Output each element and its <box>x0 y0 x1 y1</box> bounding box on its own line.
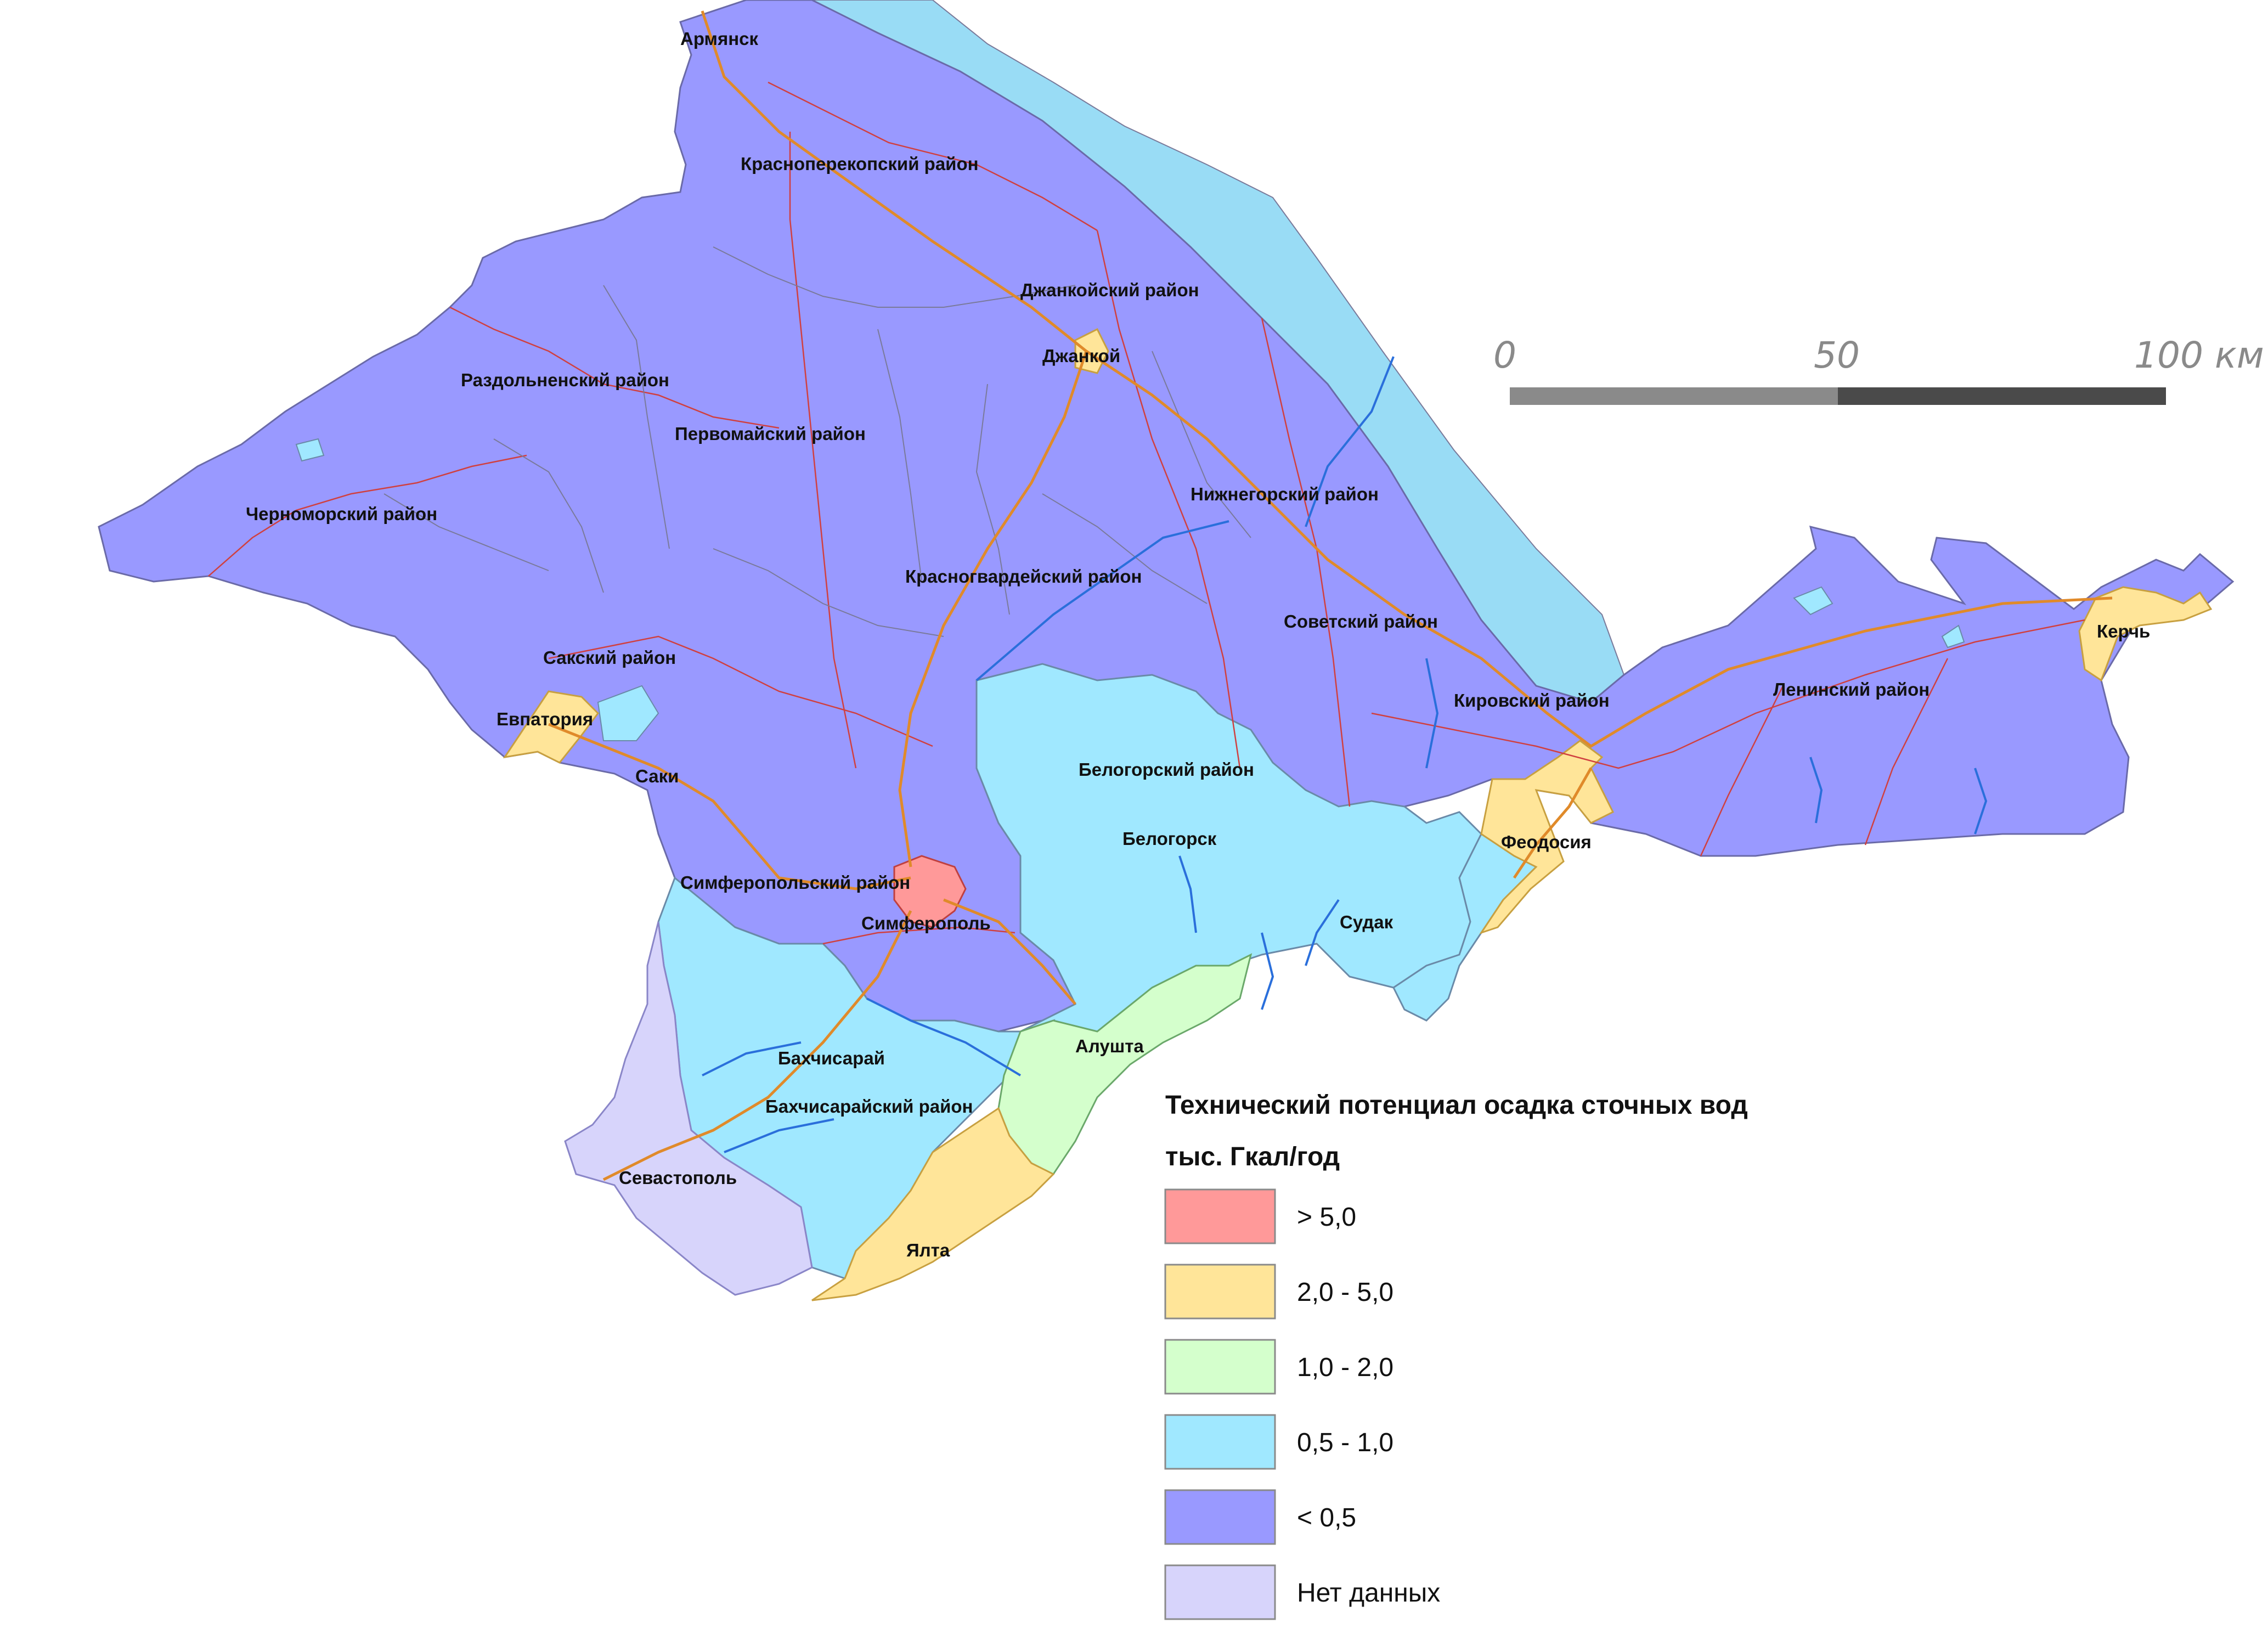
kerch-yellow-zone <box>2078 586 2213 682</box>
label-dzhankoysky: Джанкойский район <box>1020 280 1199 300</box>
scale-bar-segment-2 <box>1838 387 2166 405</box>
legend: Технический потенциал осадка сточных вод… <box>1164 1091 1748 1620</box>
legend-swatch <box>1164 1564 1276 1620</box>
label-saksky: Сакский район <box>543 647 676 668</box>
place-labels: Армянск Красноперекопский район Джанкойс… <box>246 29 2150 1260</box>
label-nizhnegorsky: Нижнегорский район <box>1191 484 1379 504</box>
district-borders <box>208 81 2085 945</box>
label-armyansk: Армянск <box>680 29 759 49</box>
label-krasnogvardeysky: Красногвардейский район <box>905 566 1142 587</box>
scale-bar: 0 50 100 км <box>1493 334 2264 405</box>
label-sovetsky: Советский район <box>1284 611 1438 632</box>
legend-label: < 0,5 <box>1297 1503 1356 1532</box>
legend-swatch <box>1164 1264 1276 1320</box>
legend-label: 2,0 - 5,0 <box>1297 1278 1393 1307</box>
label-krasnoperekopsky: Красноперекопский район <box>741 154 979 174</box>
main-roads <box>548 10 2113 1181</box>
label-bakhchisaray: Бахчисарай <box>778 1048 885 1068</box>
scale-label-0: 0 <box>1493 334 1516 376</box>
legend-title: Технический потенциал осадка сточных вод <box>1165 1091 1748 1120</box>
kerch-lake-2 <box>1941 624 1965 649</box>
label-sudak: Судак <box>1340 912 1393 932</box>
label-bakhchisaraysky: Бахчисарайский район <box>765 1096 973 1117</box>
label-yalta: Ялта <box>906 1240 950 1260</box>
legend-label: > 5,0 <box>1297 1203 1356 1232</box>
yalta-yellow-zone <box>811 1107 1055 1301</box>
rivers <box>702 356 1988 1153</box>
label-evpatoria: Евпатория <box>497 709 593 729</box>
label-saki: Саки <box>635 766 679 786</box>
label-sevastopol: Севастополь <box>619 1168 737 1188</box>
label-kerch: Керчь <box>2097 621 2150 641</box>
label-dzhankoy: Джанкой <box>1042 346 1120 366</box>
label-feodosia: Феодосия <box>1501 832 1592 852</box>
label-simferopolsky: Симферопольский район <box>680 872 910 893</box>
sevastopol-nodata-zone <box>564 921 813 1296</box>
label-pervomaysky: Первомайский район <box>675 424 866 444</box>
label-chernomorsky: Черноморский район <box>246 504 437 524</box>
label-belogorsky: Белогорский район <box>1079 759 1254 780</box>
legend-label: 0,5 - 1,0 <box>1297 1428 1393 1457</box>
label-alushta: Алушта <box>1075 1036 1144 1056</box>
scale-label-50: 50 <box>1814 334 1860 376</box>
legend-swatch <box>1164 1188 1276 1244</box>
legend-label: 1,0 - 2,0 <box>1297 1353 1393 1382</box>
west-lake <box>295 438 325 462</box>
label-leninsky: Ленинский район <box>1773 679 1930 700</box>
legend-unit: тыс. Гкал/год <box>1165 1142 1340 1171</box>
saki-lake <box>597 685 659 741</box>
legend-swatch <box>1164 1489 1276 1545</box>
label-kirovsky: Кировский район <box>1454 690 1610 711</box>
kerch-lake-1 <box>1793 586 1833 616</box>
evpatoria-yellow-zone <box>503 690 599 764</box>
scale-bar-segment-1 <box>1510 387 1838 405</box>
label-simferopol: Симферополь <box>861 913 991 933</box>
legend-items: > 5,0 2,0 - 5,0 1,0 - 2,0 0,5 - 1,0 < 0,5 Нет… <box>1164 1188 1440 1620</box>
label-belogorsk: Белогорск <box>1122 828 1217 849</box>
simferopol-red-zone <box>893 855 967 928</box>
scale-label-100: 100 км <box>2134 334 2264 376</box>
legend-swatch <box>1164 1339 1276 1395</box>
legend-label: Нет данных <box>1297 1579 1440 1608</box>
label-razdolnensky: Раздольненский район <box>461 370 669 390</box>
legend-swatch <box>1164 1414 1276 1470</box>
